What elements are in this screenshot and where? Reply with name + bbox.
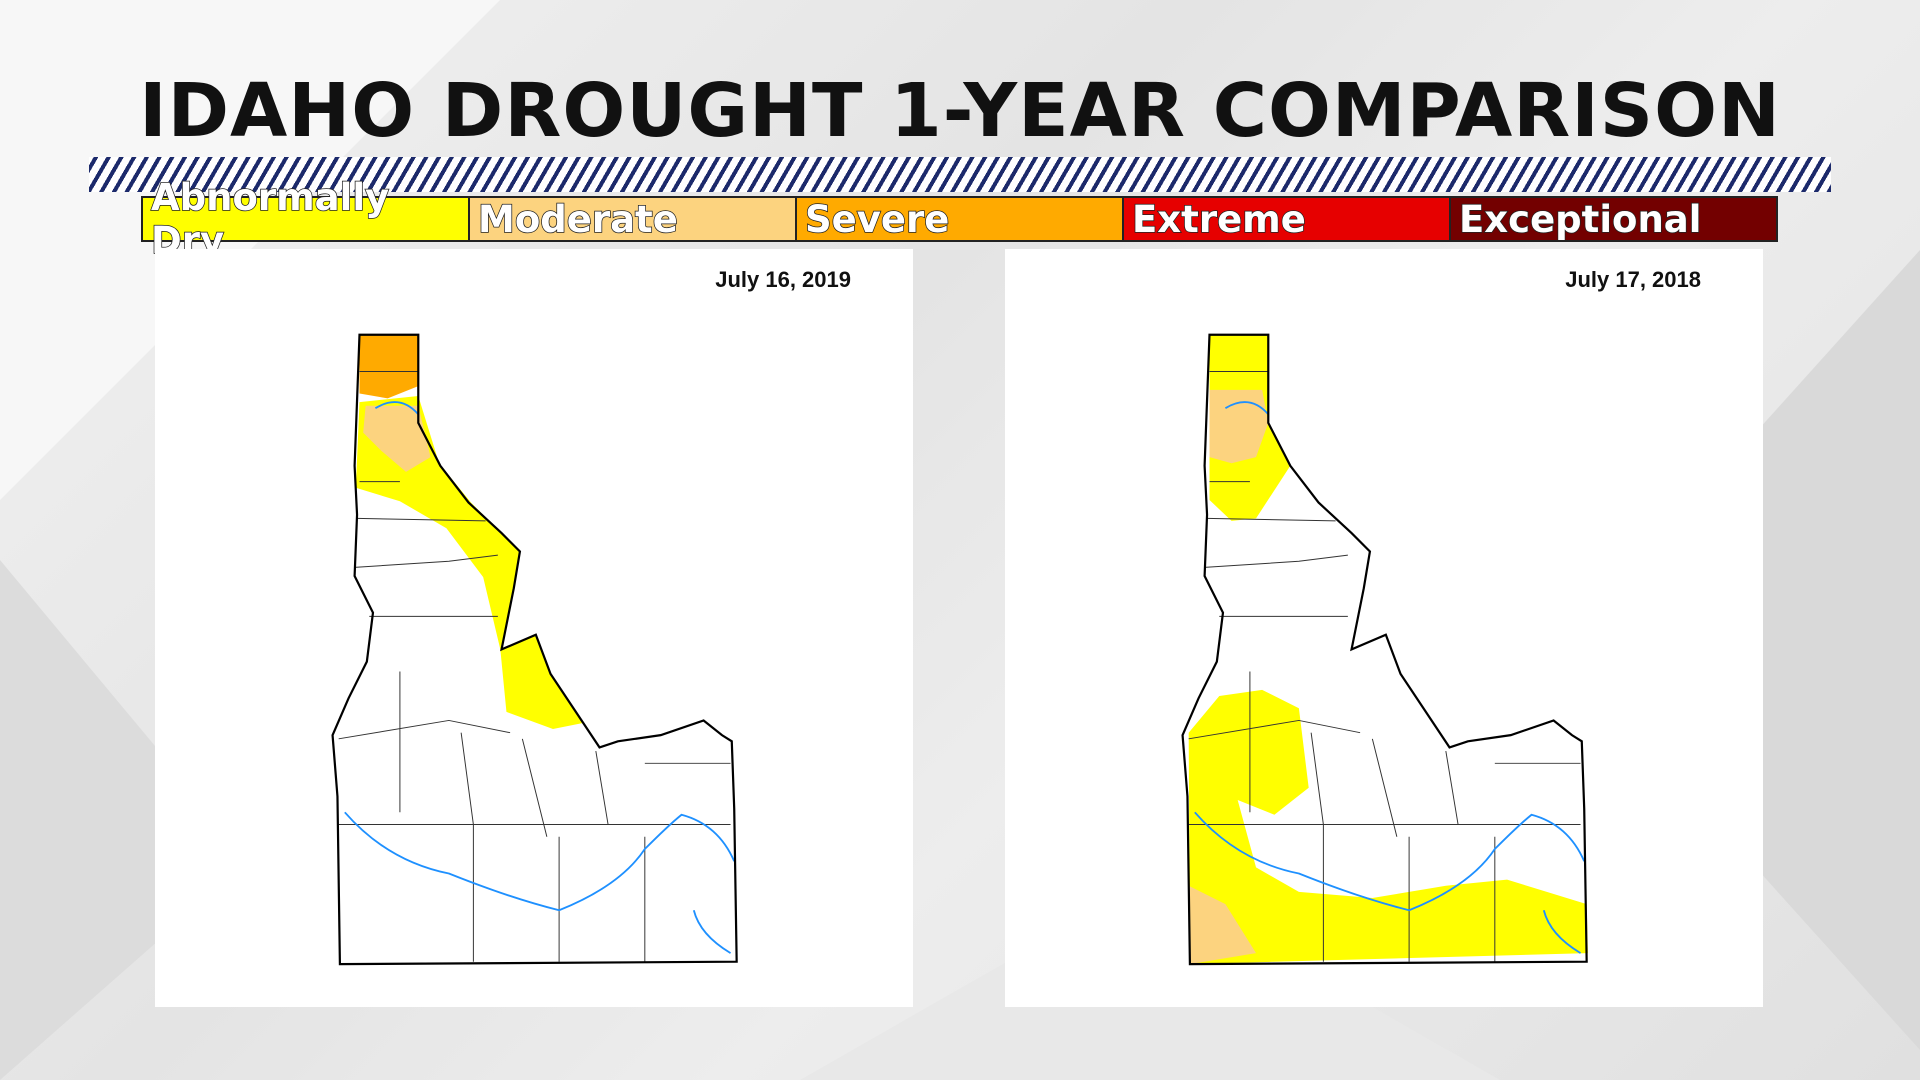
legend-item: Severe: [797, 197, 1124, 241]
severe-area: [359, 334, 419, 399]
moderate-area: [1209, 389, 1269, 464]
county-lines: [1188, 370, 1581, 962]
map: [331, 333, 738, 966]
legend-item: Exceptional: [1451, 197, 1776, 241]
divider: [89, 157, 1831, 192]
abnormally-dry-area: [355, 395, 584, 730]
drought-areas: [1188, 334, 1588, 965]
rivers: [344, 401, 736, 954]
bg-shape: [0, 560, 250, 1080]
moderate-area: [1188, 885, 1257, 965]
state-outline: [1181, 333, 1588, 966]
state-outline: [331, 333, 738, 966]
map-panel: July 16, 2019: [155, 249, 913, 1007]
legend-item: Extreme: [1124, 197, 1451, 241]
moderate-area: [363, 405, 431, 472]
drought-areas: [355, 334, 584, 730]
county-lines: [338, 370, 731, 962]
legend: Abnormally Dry Moderate Severe Extreme Excep…: [141, 175, 1778, 263]
abnormally-dry-area: [1188, 689, 1588, 965]
map-date: July 16, 2019: [715, 267, 851, 292]
title: IDAHO DROUGHT 1-YEAR COMPARISON: [139, 68, 1781, 154]
legend-item: Moderate: [470, 197, 797, 241]
map-panel: July 17, 2018: [1005, 249, 1763, 1007]
legend-item: Abnormally Dry: [143, 175, 470, 263]
rivers: [1194, 401, 1586, 954]
map: [1181, 333, 1588, 966]
map-date: July 17, 2018: [1565, 267, 1701, 292]
